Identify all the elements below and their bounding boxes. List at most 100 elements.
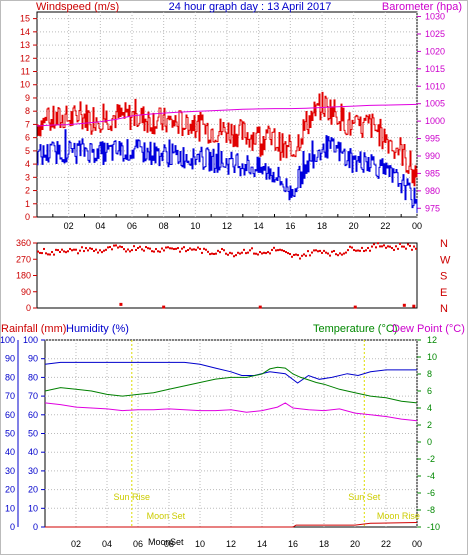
- direction-point: [402, 303, 406, 307]
- direction-point: [265, 252, 267, 255]
- direction-point: [175, 247, 177, 250]
- direction-point: [115, 244, 117, 247]
- humidity-y-tick-label: 80: [28, 372, 38, 382]
- direction-point: [381, 245, 383, 248]
- temp-y-tick-label: 6: [427, 386, 432, 396]
- direction-point: [283, 249, 285, 252]
- direction-point: [105, 248, 107, 251]
- rainfall-y-tick-label: 60: [5, 410, 15, 420]
- direction-point: [341, 253, 343, 256]
- direction-point: [133, 245, 135, 248]
- direction-point: [171, 247, 173, 250]
- baro-y-tick-label: 980: [425, 186, 440, 196]
- direction-point: [397, 247, 399, 250]
- direction-point: [253, 252, 255, 255]
- direction-point: [367, 246, 369, 249]
- direction-point: [183, 246, 185, 249]
- direction-point: [163, 249, 165, 252]
- direction-point: [53, 253, 55, 256]
- direction-point: [83, 250, 85, 253]
- direction-point: [41, 252, 43, 255]
- humidity-y-tick-label: 10: [28, 503, 38, 513]
- direction-point: [205, 248, 207, 251]
- direction-point: [237, 251, 239, 254]
- direction-point: [311, 251, 313, 254]
- humidity-y-tick-label: 60: [28, 410, 38, 420]
- direction-point: [43, 247, 45, 250]
- temp-y-tick-label: 10: [427, 352, 437, 362]
- direction-point: [89, 247, 91, 250]
- direction-point: [141, 248, 143, 251]
- direction-point: [213, 252, 215, 255]
- humidity-y-tick-label: 20: [28, 485, 38, 495]
- dewpoint-axis-title: Dew Point (°C): [392, 323, 465, 335]
- direction-point: [157, 250, 159, 253]
- direction-point: [159, 250, 161, 253]
- direction-point: [273, 246, 275, 249]
- direction-point: [409, 244, 411, 247]
- temp-x-tick-label: 22: [381, 539, 391, 549]
- direction-point: [279, 248, 281, 251]
- direction-point: [323, 249, 325, 252]
- temp-x-tick-label: 10: [195, 539, 205, 549]
- direction-point: [275, 249, 277, 252]
- humidity-y-tick-label: 40: [28, 447, 38, 457]
- rainfall-y-tick-label: 80: [5, 372, 15, 382]
- sunset-label: Sun Set: [348, 492, 381, 502]
- direction-point: [291, 255, 293, 258]
- humidity-axis-title: Humidity (%): [66, 323, 129, 335]
- direction-point: [249, 249, 251, 252]
- direction-point: [365, 249, 367, 252]
- direction-point: [343, 252, 345, 255]
- direction-point: [85, 247, 87, 250]
- direction-point: [243, 248, 245, 251]
- temp-x-tick-label: 16: [288, 539, 298, 549]
- direction-y-tick-label: 0: [26, 303, 31, 313]
- temp-x-tick-label: 18: [319, 539, 329, 549]
- wind-x-tick-label: 20: [349, 221, 359, 231]
- direction-point: [209, 253, 211, 256]
- direction-point: [219, 251, 221, 254]
- direction-point: [143, 249, 145, 252]
- wind-y-tick-label: 7: [25, 119, 30, 129]
- direction-point: [139, 245, 141, 248]
- rainfall-y-tick-label: 50: [5, 429, 15, 439]
- direction-point: [319, 249, 321, 252]
- direction-point: [271, 248, 273, 251]
- humidity-y-tick-label: 90: [28, 354, 38, 364]
- temp-x-tick-label: 12: [226, 539, 236, 549]
- direction-point: [167, 246, 169, 249]
- temp-x-tick-label: 00: [412, 539, 422, 549]
- wind-y-tick-label: 14: [20, 27, 30, 37]
- temp-y-tick-label: -2: [427, 454, 435, 464]
- rainfall-y-tick-label: 70: [5, 391, 15, 401]
- direction-point: [263, 251, 265, 254]
- moonset-label: Moon Set: [147, 511, 186, 521]
- temp-x-tick-label: 20: [350, 539, 360, 549]
- direction-point: [129, 250, 131, 253]
- direction-point: [309, 254, 311, 257]
- direction-point: [197, 246, 199, 249]
- direction-point: [305, 254, 307, 257]
- humidity-line: [44, 361, 417, 384]
- direction-point: [223, 249, 225, 252]
- direction-point: [55, 248, 57, 251]
- direction-point: [165, 246, 167, 249]
- direction-point: [57, 249, 59, 252]
- rainfall-y-tick-label: 30: [5, 466, 15, 476]
- direction-point: [181, 247, 183, 250]
- direction-point: [295, 253, 297, 256]
- temp-y-tick-label: -10: [427, 522, 440, 532]
- temp-y-tick-label: -8: [427, 505, 435, 515]
- direction-point: [153, 250, 155, 253]
- direction-point: [229, 251, 231, 254]
- direction-point: [91, 247, 93, 250]
- direction-point: [357, 249, 359, 252]
- direction-point: [315, 249, 317, 252]
- baro-y-tick-label: 990: [425, 151, 440, 161]
- direction-point: [67, 250, 69, 253]
- direction-point: [393, 248, 395, 251]
- compass-label: S: [440, 271, 447, 283]
- wind-x-tick-label: 18: [317, 221, 327, 231]
